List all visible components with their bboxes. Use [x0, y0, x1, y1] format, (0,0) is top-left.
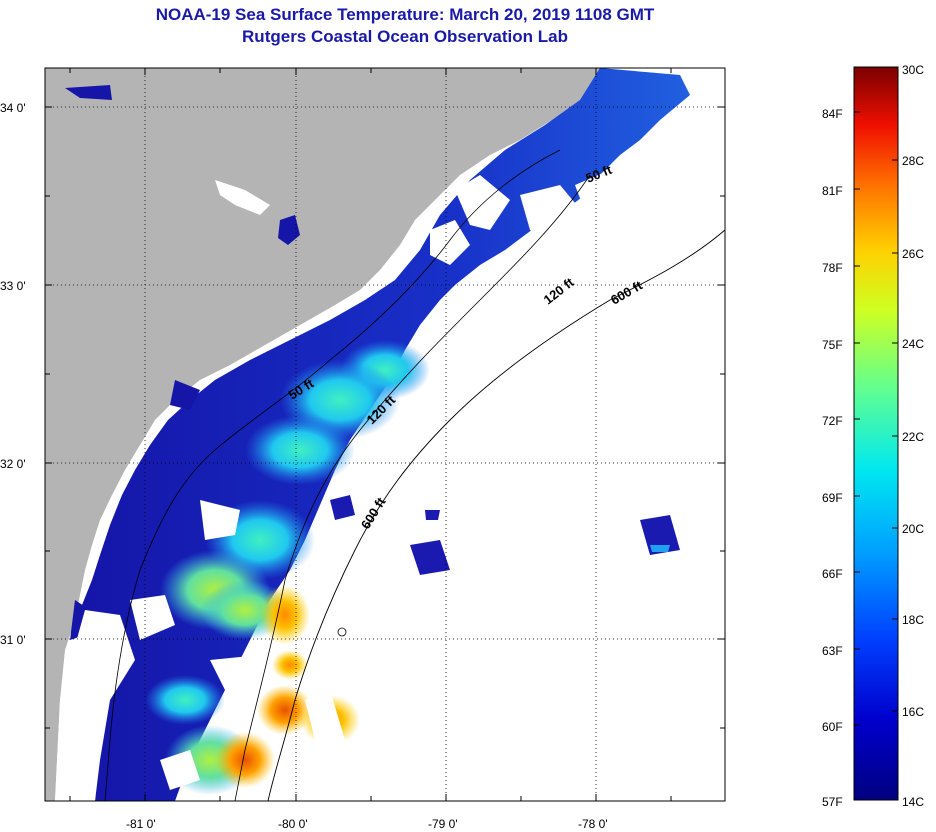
cb-f-60: 60F — [822, 720, 843, 734]
map-grid — [45, 68, 725, 801]
cb-c-16: 16C — [902, 705, 924, 719]
cb-c-28: 28C — [902, 154, 924, 168]
cb-c-30: 30C — [902, 63, 924, 77]
contour-120ft — [234, 174, 591, 801]
cb-f-69: 69F — [822, 491, 843, 505]
map-subtitle: Rutgers Coastal Ocean Observation Lab — [242, 27, 568, 46]
cb-f-66: 66F — [822, 567, 843, 581]
colorbar-ticks — [854, 111, 898, 726]
lat-label-32: 32 0' — [0, 457, 26, 471]
map-frame — [44, 67, 726, 802]
cb-f-84: 84F — [822, 107, 843, 121]
lon-label-78: -78 0' — [578, 817, 608, 831]
cb-f-57: 57F — [822, 795, 843, 809]
land-mass — [45, 68, 600, 801]
cb-f-75: 75F — [822, 338, 843, 352]
cb-f-78: 78F — [822, 261, 843, 275]
lat-label-33: 33 0' — [0, 279, 26, 293]
lat-label-31: 31 0' — [0, 633, 26, 647]
cb-f-81: 81F — [822, 184, 843, 198]
cb-f-72: 72F — [822, 414, 843, 428]
lat-label-34: 34 0' — [0, 101, 26, 115]
map-title: NOAA-19 Sea Surface Temperature: March 2… — [155, 5, 655, 24]
contour-50ft — [104, 149, 561, 801]
lon-label-80: -80 0' — [278, 817, 308, 831]
cb-f-63: 63F — [822, 644, 843, 658]
cb-c-24: 24C — [902, 337, 924, 351]
axis-ticks — [45, 68, 725, 801]
lon-label-79: -79 0' — [428, 817, 458, 831]
cb-c-20: 20C — [902, 522, 924, 536]
colorbar — [853, 66, 899, 801]
cb-c-26: 26C — [902, 247, 924, 261]
cb-c-14: 14C — [902, 795, 924, 809]
map-area — [45, 68, 725, 801]
lon-label-81: -81 0' — [126, 817, 156, 831]
contour-600ft — [267, 229, 725, 801]
cb-c-22: 22C — [902, 430, 924, 444]
cb-c-18: 18C — [902, 613, 924, 627]
